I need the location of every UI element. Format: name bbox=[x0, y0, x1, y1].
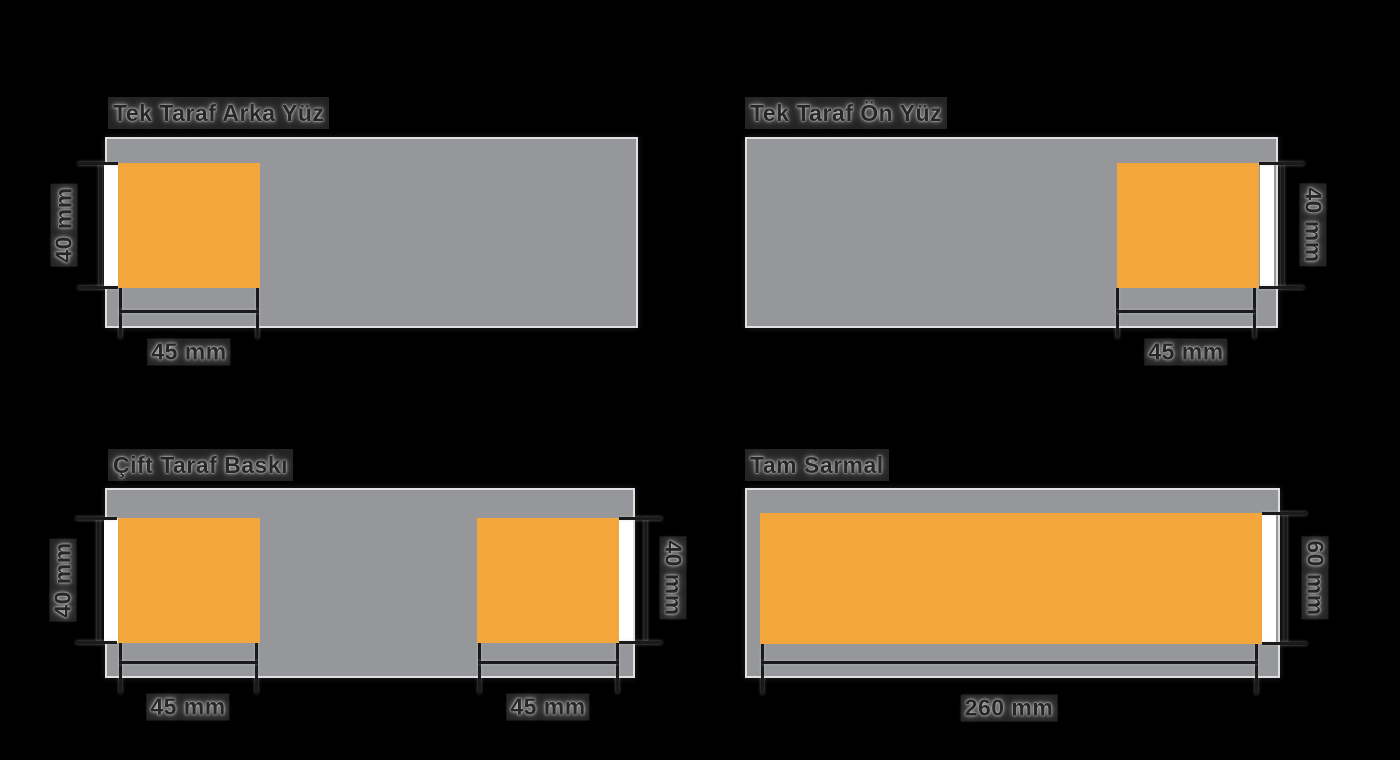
width-dimension-tick-right bbox=[1253, 288, 1256, 338]
width-dimension-line bbox=[761, 661, 1258, 664]
right-height-dimension-line bbox=[644, 518, 647, 643]
print-area-right bbox=[477, 518, 619, 643]
left-width-dimension-line bbox=[119, 661, 258, 664]
edge-strip-right bbox=[619, 518, 633, 643]
width-dimension-label: 45 mm bbox=[1144, 338, 1228, 366]
width-dimension-tick-left bbox=[119, 288, 122, 338]
height-dimension-tick-bottom bbox=[1259, 286, 1304, 289]
diagram-title: Çift Taraf Baskı bbox=[108, 449, 294, 481]
right-width-dimension-label: 45 mm bbox=[506, 693, 590, 721]
left-width-dimension-tick-right bbox=[255, 643, 258, 693]
edge-strip bbox=[1260, 163, 1274, 288]
height-dimension-tick-top bbox=[1259, 162, 1304, 165]
width-dimension-tick-right bbox=[1255, 644, 1258, 694]
left-width-dimension-label: 45 mm bbox=[146, 693, 230, 721]
width-dimension-label: 260 mm bbox=[960, 694, 1058, 722]
right-width-dimension-tick-left bbox=[478, 643, 481, 693]
left-height-dimension-tick-bottom bbox=[76, 641, 117, 644]
width-dimension-tick-right bbox=[256, 288, 259, 338]
width-dimension-line bbox=[1116, 310, 1256, 313]
right-height-dimension-label: 40 mm bbox=[659, 536, 687, 620]
height-dimension-tick-top bbox=[78, 162, 118, 165]
height-dimension-label: 40 mm bbox=[1299, 183, 1327, 267]
left-height-dimension-tick-top bbox=[76, 517, 117, 520]
diagram-title: Tam Sarmal bbox=[745, 449, 889, 481]
right-width-dimension-tick-right bbox=[616, 643, 619, 693]
width-dimension-tick-left bbox=[1116, 288, 1119, 338]
left-height-dimension-label: 40 mm bbox=[49, 538, 77, 622]
width-dimension-tick-left bbox=[761, 644, 764, 694]
right-height-dimension-tick-bottom bbox=[619, 641, 662, 644]
print-area bbox=[118, 163, 260, 288]
width-dimension-label: 45 mm bbox=[147, 338, 231, 366]
right-width-dimension-line bbox=[478, 661, 619, 664]
right-height-dimension-tick-top bbox=[619, 517, 662, 520]
height-dimension-line bbox=[1284, 513, 1287, 644]
print-area bbox=[760, 513, 1262, 644]
edge-strip-left bbox=[104, 518, 118, 643]
print-area bbox=[1117, 163, 1259, 288]
height-dimension-line bbox=[1281, 163, 1284, 288]
height-dimension-label: 60 mm bbox=[1301, 536, 1329, 620]
height-dimension-tick-top bbox=[1262, 512, 1307, 515]
left-height-dimension-line bbox=[97, 518, 100, 643]
edge-strip bbox=[1262, 513, 1276, 644]
edge-strip bbox=[104, 163, 118, 288]
print-area-left bbox=[118, 518, 260, 643]
diagram-title: Tek Taraf Arka Yüz bbox=[108, 97, 330, 129]
height-dimension-label: 40 mm bbox=[50, 183, 78, 267]
height-dimension-line bbox=[99, 163, 102, 288]
left-width-dimension-tick-left bbox=[119, 643, 122, 693]
height-dimension-tick-bottom bbox=[1262, 642, 1307, 645]
height-dimension-tick-bottom bbox=[78, 286, 118, 289]
diagram-title: Tek Taraf Ön Yüz bbox=[745, 97, 948, 129]
width-dimension-line bbox=[119, 310, 259, 313]
